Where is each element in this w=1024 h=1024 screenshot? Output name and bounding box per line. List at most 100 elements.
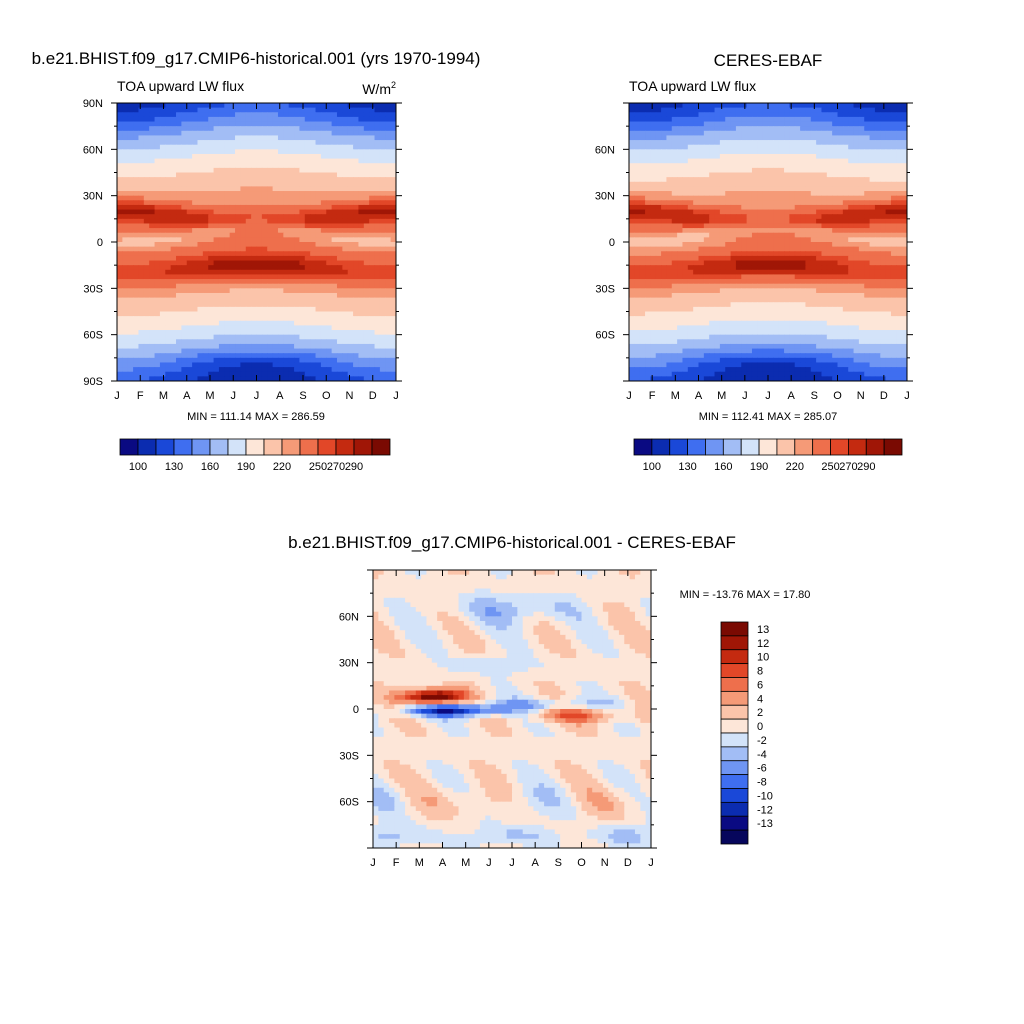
panel-2-field-cell [762, 223, 769, 229]
panel-2-field-cell [858, 153, 865, 160]
panel-1-field-cell [379, 167, 386, 174]
panel-1-field-cell [336, 283, 343, 289]
panel-1-field-cell [256, 288, 263, 294]
panel-1-field-cell [143, 121, 150, 127]
panel-2-field-cell [874, 232, 881, 238]
panel-1-field-cell [390, 339, 396, 345]
panel-1-field-cell [149, 316, 156, 322]
panel-1-field-cell [133, 214, 140, 220]
panel-2-field-cell [848, 251, 855, 257]
panel-1-field-cell [229, 223, 236, 229]
panel-2-field-cell [800, 130, 807, 137]
panel-1-field-cell [283, 242, 290, 248]
panel-1-field-cell [213, 214, 220, 220]
panel-1-field-cell [272, 325, 279, 331]
panel-1-field-cell [331, 274, 338, 280]
panel-2-field-cell [746, 153, 753, 160]
panel-1-field-cell [127, 362, 134, 368]
panel-2-field-cell [730, 112, 737, 118]
panel-1-field-cell [310, 223, 317, 229]
panel-1-field-cell [154, 140, 161, 146]
panel-1-field-cell [122, 237, 129, 243]
panel-2-field-cell [629, 228, 635, 234]
panel-1-field-cell [218, 135, 225, 141]
panel-2-field-cell [789, 223, 796, 229]
panel-1-field-cell [143, 292, 150, 299]
panel-2-field-cell [901, 140, 907, 146]
panel-2-field-cell [773, 223, 780, 229]
panel-1-field-cell [326, 311, 333, 317]
panel-1-field-cell [213, 269, 220, 276]
panel-2-field-cell [719, 223, 726, 229]
panel-2-field-cell [655, 223, 662, 229]
panel-1-field-cell [122, 153, 129, 160]
panel-1-field-cell [304, 367, 311, 373]
panel-2-field-cell [842, 116, 849, 123]
panel-1-field-cell [369, 135, 376, 141]
panel-2-field-cell [826, 163, 833, 169]
panel-2-field-cell [751, 163, 758, 169]
panel-2-field-cell [848, 218, 855, 225]
panel-1-field-cell [154, 135, 161, 141]
panel-1-field-cell [159, 367, 166, 373]
panel-1-field-cell [363, 172, 370, 178]
panel-1-field-cell [272, 260, 279, 266]
panel-1-field-cell [149, 357, 156, 364]
panel-1-field-cell [229, 302, 236, 308]
panel-2-field-cell [805, 242, 812, 248]
panel-2-field-cell [746, 130, 753, 137]
panel-1-field-cell [251, 200, 258, 206]
panel-1-field-cell [331, 181, 338, 187]
panel-2-field-cell [773, 177, 780, 183]
panel-2-field-cell [719, 172, 726, 178]
panel-1-field-cell [229, 265, 236, 271]
panel-2-field-cell [650, 153, 657, 160]
panel-2-field-cell [848, 135, 855, 141]
panel-2-field-cell [709, 232, 716, 238]
panel-2-field-cell [757, 172, 764, 178]
panel-1-field-cell [133, 251, 140, 257]
panel-1-field-cell [310, 204, 317, 211]
panel-1-field-cell [197, 316, 204, 322]
panel-2-field-cell [671, 172, 678, 178]
panel-1-field-cell [122, 181, 129, 187]
panel-2-field-cell [816, 158, 823, 164]
panel-1-field-cell [261, 265, 268, 271]
panel-2-field-cell [794, 223, 801, 229]
panel-1-field-cell [326, 367, 333, 373]
panel-1-field-cell [127, 320, 134, 326]
panel-1-field-cell [294, 195, 301, 201]
panel-1-field-cell [256, 274, 263, 280]
panel-1-field-cell [336, 302, 343, 308]
panel-1-field-cell [390, 209, 396, 215]
panel-1-field-cell [299, 367, 306, 373]
panel-2-field-cell [778, 255, 785, 262]
panel-1-field-cell [379, 306, 386, 313]
panel-1-field-cell [315, 195, 322, 201]
panel-2-field-cell [784, 121, 790, 127]
panel-1-field-cell [159, 260, 166, 266]
panel-1-field-cell [154, 330, 161, 336]
panel-2-field-cell [645, 260, 651, 266]
panel-1-field-cell [326, 158, 333, 164]
panel-2-field-cell [725, 214, 732, 220]
panel-2-field-cell [890, 153, 897, 160]
panel-2-field-cell [816, 242, 823, 248]
panel-1-field-cell [347, 320, 354, 326]
panel-2-field-cell [719, 140, 726, 146]
panel-1-field-cell [235, 242, 242, 248]
panel-1-field-cell [304, 311, 311, 317]
panel-1-field-cell [117, 116, 123, 123]
panel-2-field-cell [661, 209, 668, 215]
panel-2-field-cell [880, 167, 887, 174]
panel-1-field-cell [240, 320, 247, 326]
panel-2-field-cell [735, 246, 742, 252]
panel-1-field-cell [294, 223, 301, 229]
panel-2-field-cell [885, 242, 892, 248]
panel-2-field-cell [645, 135, 651, 141]
panel-2-field-cell [853, 112, 860, 118]
panel-1-field-cell [385, 107, 392, 113]
panel-2-field-cell [698, 107, 705, 113]
panel-2-field-cell [666, 223, 673, 229]
panel-2-field-cell [837, 223, 844, 229]
